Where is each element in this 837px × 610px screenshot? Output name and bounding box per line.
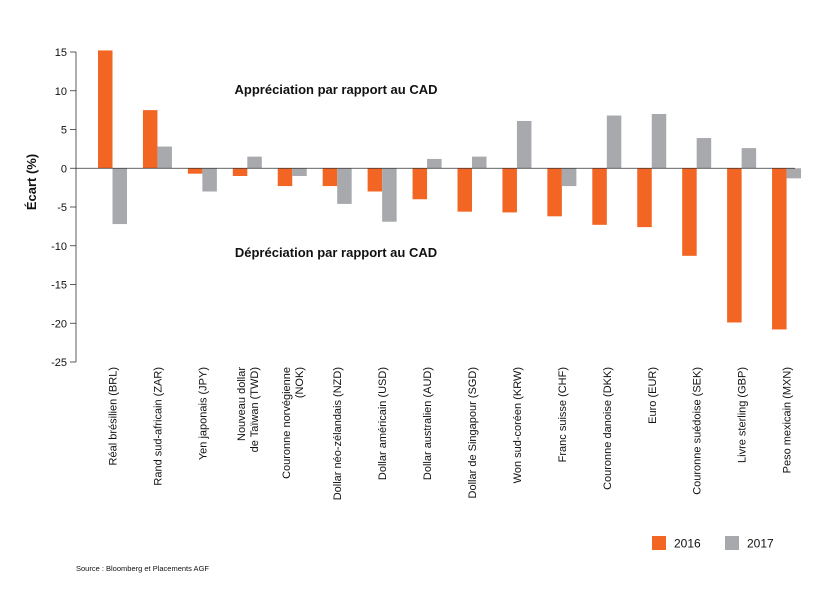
category-label: Peso mexicain (MXN)	[782, 367, 794, 473]
source-note: Source : Bloomberg et Placements AGF	[76, 564, 209, 573]
category-label: de Taïwan (TWD)	[249, 367, 261, 452]
appreciation-annotation: Appréciation par rapport au CAD	[235, 82, 438, 97]
bar-2016-1	[142, 110, 158, 169]
category-label: Franc suisse (CHF)	[557, 367, 569, 462]
category-label: Nouveau dollar	[236, 367, 248, 441]
category-label: Euro (EUR)	[647, 367, 659, 424]
category-label: Dollar néo-zélandais (NZD)	[332, 367, 344, 500]
bar-2016-0	[98, 50, 113, 169]
legend-swatch-2016	[652, 536, 666, 550]
bar-2017-0	[112, 168, 127, 225]
y-tick-label: -25	[51, 357, 67, 369]
bar-2017-8	[472, 156, 487, 169]
bar-2016-14	[727, 168, 742, 323]
bar-2017-5	[337, 168, 352, 204]
category-label: Yen japonais (JPY)	[197, 367, 209, 460]
bar-2016-6	[367, 168, 383, 192]
bar-2016-8	[457, 168, 472, 212]
category-label: Dollar australien (AUD)	[422, 367, 434, 480]
bar-2017-3	[247, 156, 262, 169]
bar-2017-12	[651, 114, 667, 169]
y-tick-label: -20	[51, 318, 67, 330]
y-tick-label: 0	[61, 163, 67, 175]
bar-2017-4	[292, 168, 307, 176]
bar-2016-15	[772, 168, 787, 330]
y-axis: 15 10 5 0 -5 -10 -15 -20 -25	[51, 47, 77, 369]
y-tick-label: 5	[61, 125, 67, 137]
bar-2017-9	[516, 120, 532, 169]
bar-2017-11	[606, 115, 622, 169]
category-label: Couronne suédoise (SEK)	[692, 367, 704, 495]
category-label: Dollar de Singapour (SGD)	[467, 367, 479, 498]
bar-2017-14	[741, 148, 757, 169]
legend-swatch-2017	[725, 536, 739, 550]
bar-2016-12	[637, 168, 652, 228]
bar-2016-10	[547, 168, 562, 217]
bar-2016-3	[232, 168, 248, 176]
bar-2016-7	[412, 168, 428, 200]
bar-2016-9	[502, 168, 517, 213]
category-labels: Réal brésilien (BRL) Rand sud-africain (Z…	[108, 367, 794, 501]
category-label: (NOK)	[294, 367, 306, 398]
bar-2017-1	[157, 146, 172, 169]
bars	[98, 50, 802, 330]
legend-label-2016: 2016	[674, 537, 701, 551]
bar-2016-13	[682, 168, 697, 256]
y-tick-label: 15	[55, 47, 67, 59]
bar-2016-11	[592, 168, 607, 225]
y-tick-label: -10	[51, 241, 67, 253]
legend: 2016 2017	[652, 536, 774, 551]
y-axis-label: Écart (%)	[24, 154, 39, 210]
category-label: Dollar américain (USD)	[377, 367, 389, 480]
y-tick-label: -15	[51, 280, 67, 292]
legend-label-2017: 2017	[747, 537, 774, 551]
y-tick-label: -5	[57, 202, 67, 214]
bar-2017-6	[382, 168, 397, 222]
category-label: Réal brésilien (BRL)	[108, 367, 120, 465]
bar-2016-4	[277, 168, 293, 187]
bar-2016-2	[187, 168, 203, 174]
category-label: Couronne norvégienne	[281, 367, 293, 479]
y-tick-label: 10	[55, 86, 67, 98]
depreciation-annotation: Dépréciation par rapport au CAD	[235, 245, 437, 260]
bar-2017-13	[696, 138, 712, 169]
bar-2017-2	[202, 168, 217, 192]
category-label: Livre sterling (GBP)	[737, 367, 749, 463]
bar-2016-5	[322, 168, 338, 187]
bar-2017-10	[561, 168, 577, 187]
category-label: Won sud-coréen (KRW)	[512, 367, 524, 483]
bar-2017-15	[786, 168, 802, 179]
category-label: Rand sud-africain (ZAR)	[152, 367, 164, 486]
bar-2017-7	[427, 158, 442, 169]
category-label: Couronne danoise (DKK)	[602, 367, 614, 490]
